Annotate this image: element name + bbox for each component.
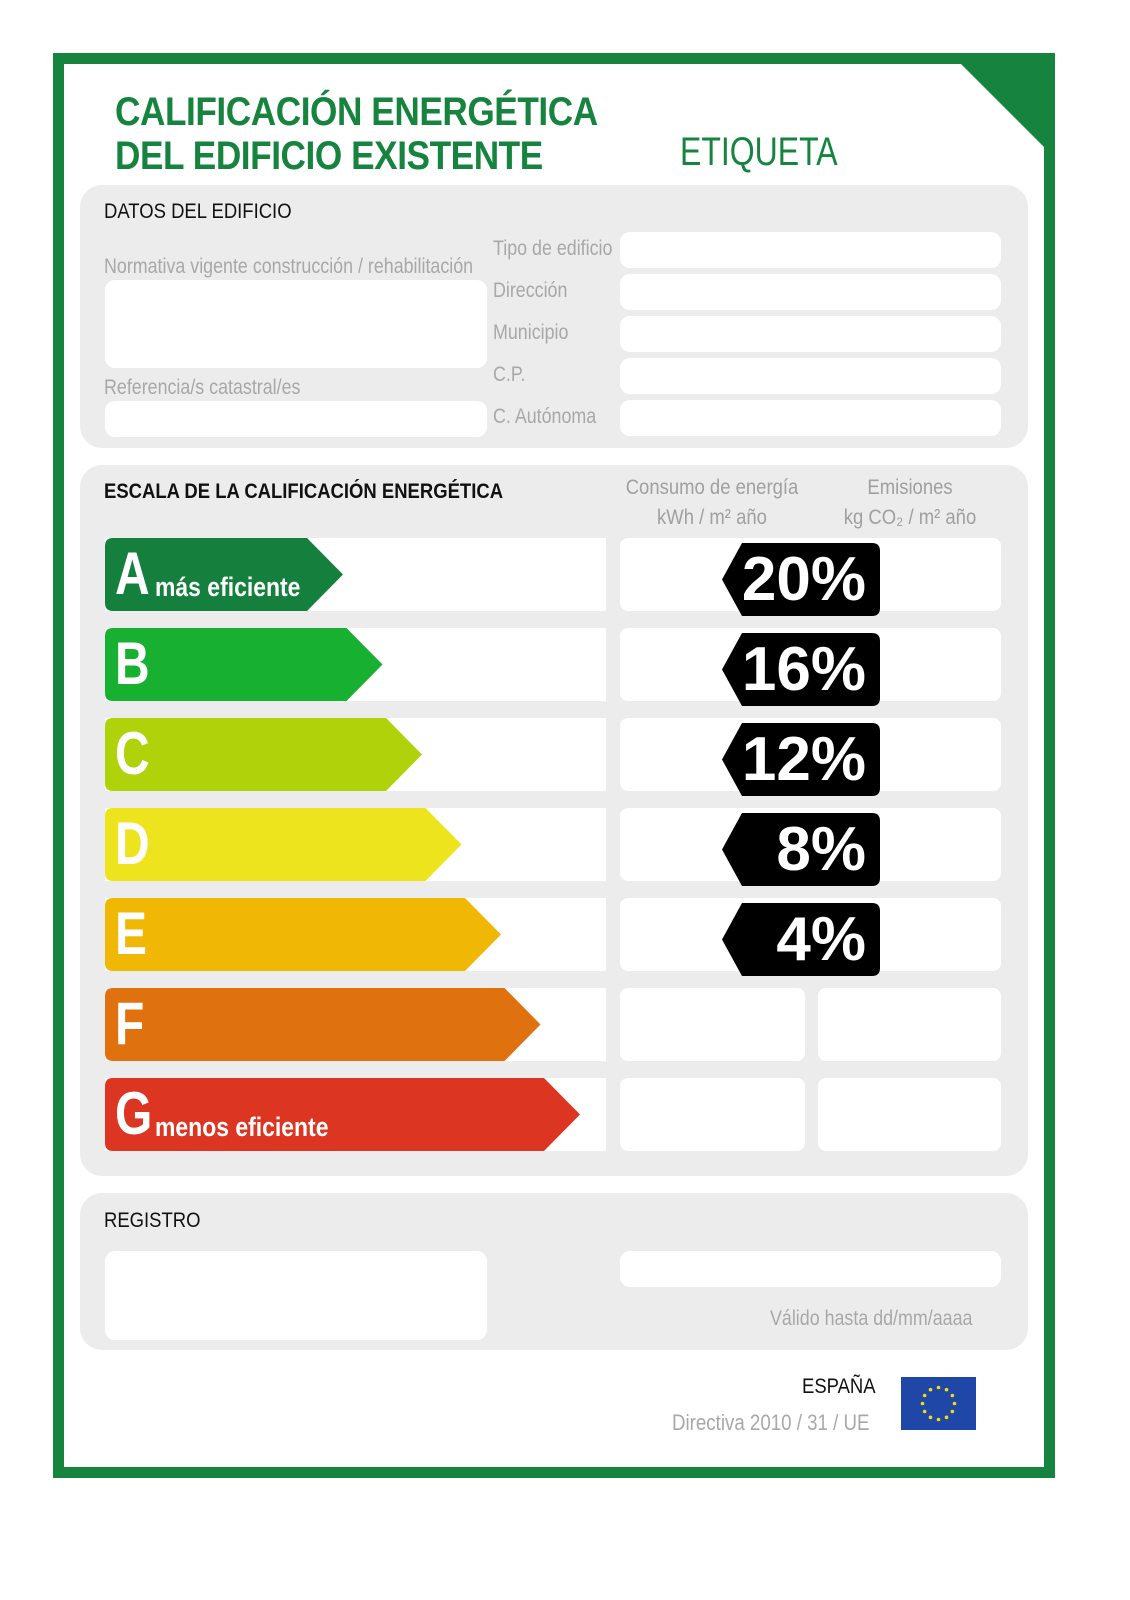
percentage-value: 4% [776,905,866,974]
class-letter: F [115,990,145,1057]
class-bar-b: B [105,628,383,701]
star [950,1393,955,1398]
directive-label: Directiva 2010 / 31 / UE [672,1410,870,1435]
class-bar-f: F [105,988,541,1061]
referencia-label: Referencia/s catastral/es [104,376,301,399]
consumo-cell [620,988,805,1061]
percentage-badge: 20% [722,543,880,616]
class-letter: C [115,720,150,787]
field-label: Municipio [493,321,569,344]
emisiones-cell [818,988,1001,1061]
field-label: C.P. [493,363,526,386]
star [936,1417,941,1422]
etiqueta-label: ETIQUETA [680,130,838,174]
class-letter: A [115,540,150,607]
corner-triangle [960,63,1045,148]
percentage-badge: 12% [722,723,880,796]
field-input[interactable] [620,274,1001,310]
percentage-value: 8% [776,815,866,884]
country-label: ESPAÑA [802,1375,876,1398]
class-bar-g: G menos eficiente [105,1078,580,1151]
class-subtitle: menos eficiente [155,1112,329,1142]
referencia-field[interactable] [105,401,487,437]
registro-field[interactable] [105,1251,487,1340]
class-bar-d: D [105,808,462,881]
class-bar-a: A más eficiente [105,538,343,611]
class-subtitle: más eficiente [155,572,301,602]
datos-heading: DATOS DEL EDIFICIO [104,200,292,223]
star [944,1415,949,1420]
class-letter: D [115,810,150,877]
registro-heading: REGISTRO [104,1209,201,1232]
star [950,1409,955,1414]
escala-heading: ESCALA DE LA CALIFICACIÓN ENERGÉTICA [104,480,504,503]
star [922,1393,927,1398]
field-input[interactable] [620,400,1001,436]
percentage-badge: 16% [722,633,880,706]
normativa-field[interactable] [105,280,487,368]
star [928,1387,933,1392]
star [928,1415,933,1420]
star [944,1387,949,1392]
normativa-label: Normativa vigente construcción / rehabil… [104,255,474,278]
class-letter: B [115,630,150,697]
field-input[interactable] [620,232,1001,268]
consumo-cell [620,1078,805,1151]
star [936,1385,941,1390]
percentage-badge: 8% [722,813,880,886]
field-input[interactable] [620,316,1001,352]
field-label: Dirección [493,279,568,302]
percentage-badge: 4% [722,903,880,976]
consumo-header: Consumo de energía kWh / m² año [625,476,799,529]
emisiones-cell [818,1078,1001,1151]
page-title: CALIFICACIÓN ENERGÉTICA DEL EDIFICIO EXIS… [115,90,598,178]
class-bar-c: C [105,718,422,791]
valid-label: Válido hasta dd/mm/aaaa [770,1307,973,1330]
valid-date-field[interactable] [620,1251,1001,1287]
field-label: Tipo de edificio [493,237,613,260]
star [922,1409,927,1414]
class-bar-e: E [105,898,501,971]
percentage-value: 12% [741,725,866,794]
percentage-value: 20% [741,545,866,614]
field-input[interactable] [620,358,1001,394]
eu-flag-icon [901,1377,976,1430]
star [952,1401,957,1406]
field-label: C. Autónoma [493,405,597,428]
class-letter: G [115,1080,153,1147]
emisiones-header: Emisiones kg CO₂ / m² año [843,476,977,529]
class-letter: E [115,900,148,967]
percentage-value: 16% [741,635,866,704]
star [920,1401,925,1406]
